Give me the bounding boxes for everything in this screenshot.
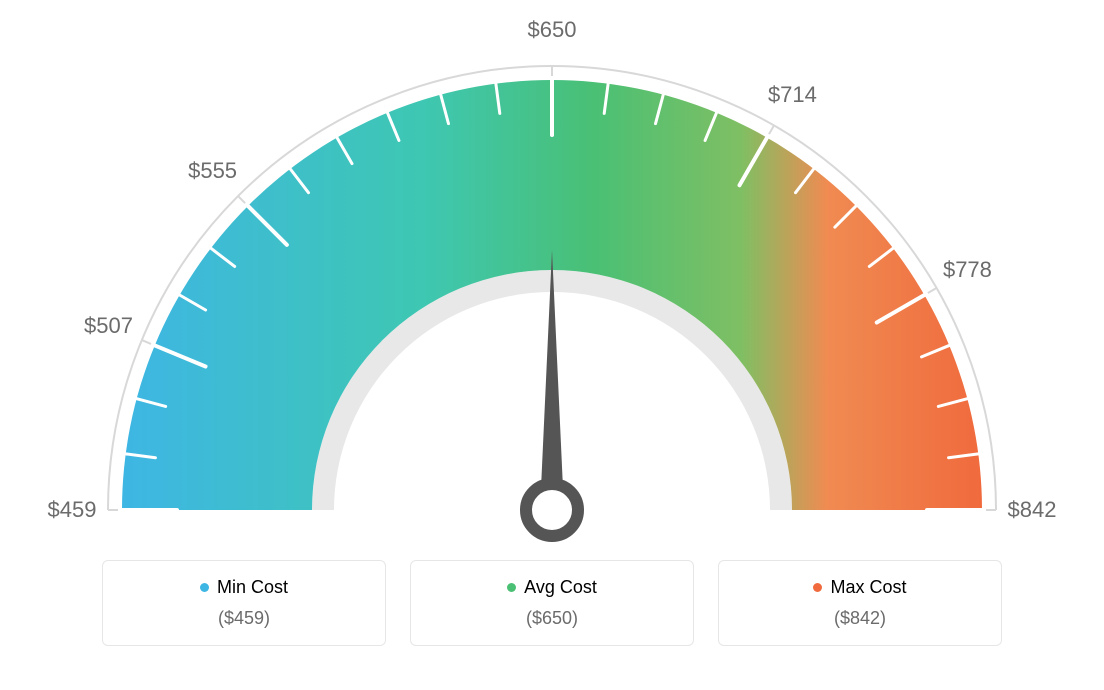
legend-dot-max [813, 583, 822, 592]
legend-dot-avg [507, 583, 516, 592]
legend-value-max: ($842) [729, 608, 991, 629]
gauge-tick-label: $842 [1008, 497, 1057, 523]
cost-gauge-container: $459 $507 $555 $650 $714 $778 $842 Min Cost ($… [0, 0, 1104, 690]
gauge-tick-label: $459 [48, 497, 97, 523]
gauge-tick-label: $507 [84, 313, 133, 339]
legend-value-avg: ($650) [421, 608, 683, 629]
legend-label-max: Max Cost [830, 577, 906, 598]
legend-label-avg: Avg Cost [524, 577, 597, 598]
legend-value-min: ($459) [113, 608, 375, 629]
gauge-svg [52, 10, 1052, 570]
legend-dot-min [200, 583, 209, 592]
gauge-chart: $459$507$555$650$714$778$842 [52, 10, 1052, 570]
gauge-tick-label: $555 [188, 158, 237, 184]
gauge-tick-label: $650 [528, 17, 577, 43]
legend-label-min: Min Cost [217, 577, 288, 598]
gauge-tick-label: $714 [768, 82, 817, 108]
gauge-tick-label: $778 [943, 257, 992, 283]
